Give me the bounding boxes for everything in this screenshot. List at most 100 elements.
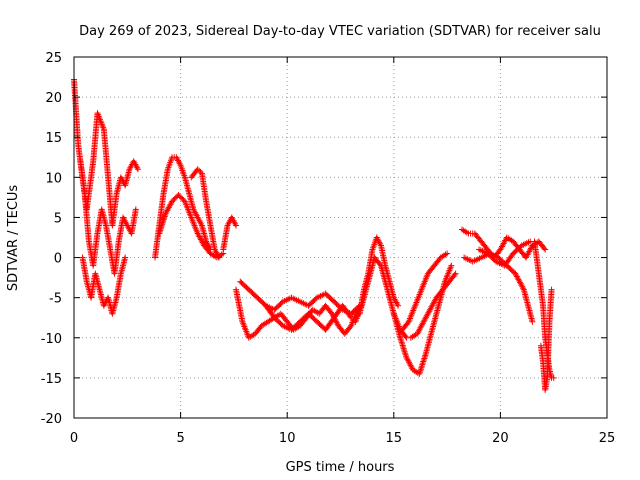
interpolated-markers [432, 255, 443, 268]
interpolated-markers [471, 255, 483, 264]
interpolated-markers [79, 256, 90, 283]
interpolated-markers [255, 295, 268, 308]
interpolated-markers [429, 304, 442, 332]
interpolated-markers [359, 280, 371, 308]
chart-title: Day 269 of 2023, Sidereal Day-to-day VTE… [79, 24, 601, 39]
interpolated-markers [176, 193, 187, 204]
interpolated-markers [220, 224, 231, 251]
interpolated-markers [95, 111, 107, 131]
interpolated-markers [281, 295, 293, 304]
interpolated-markers [412, 288, 424, 308]
interpolated-markers [229, 216, 239, 227]
interpolated-markers [391, 296, 401, 308]
interpolated-markers [440, 280, 452, 292]
interpolated-markers [182, 200, 194, 219]
interpolated-markers [156, 192, 167, 227]
interpolated-markers [520, 239, 532, 248]
data-point [542, 246, 549, 253]
y-tick-label: 25 [45, 51, 62, 66]
interpolated-markers [260, 319, 270, 328]
data-point [175, 191, 182, 198]
interpolated-markers [212, 248, 222, 259]
data-point [132, 206, 139, 213]
interpolated-markers [90, 111, 101, 163]
interpolated-markers [479, 239, 490, 252]
interpolated-markers [247, 331, 257, 340]
y-tick-label: 5 [54, 211, 62, 226]
interpolated-markers [427, 296, 439, 312]
interpolated-markers [404, 356, 416, 372]
interpolated-markers [378, 244, 388, 267]
interpolated-markers [101, 127, 111, 179]
y-tick-label: 20 [45, 91, 62, 106]
data-point [529, 318, 536, 325]
data-point [134, 166, 141, 173]
data-point [452, 270, 459, 277]
interpolated-markers [113, 272, 124, 300]
series-rise_16 [399, 250, 451, 333]
interpolated-markers [502, 251, 516, 268]
plot-frame [73, 56, 608, 419]
interpolated-markers [111, 240, 122, 275]
interpolated-markers [477, 247, 489, 256]
data-point [522, 254, 529, 261]
interpolated-markers [467, 230, 476, 237]
interpolated-markers [238, 279, 251, 292]
interpolated-markers [278, 312, 290, 324]
interpolated-markers [71, 78, 82, 147]
data-point [448, 262, 455, 269]
interpolated-markers [233, 288, 246, 324]
interpolated-markers [513, 272, 527, 292]
y-tick-label: -10 [41, 332, 62, 347]
series-late_c [476, 238, 534, 269]
interpolated-markers [411, 367, 421, 376]
interpolated-markers [505, 235, 515, 244]
interpolated-markers [253, 324, 264, 336]
interpolated-markers [485, 251, 498, 264]
interpolated-markers [306, 295, 319, 308]
interpolated-markers [442, 264, 454, 283]
interpolated-markers [240, 320, 252, 340]
interpolated-markers [90, 232, 101, 267]
y-tick-label: -5 [49, 292, 62, 307]
data-point [348, 314, 355, 321]
interpolated-markers [163, 199, 175, 215]
interpolated-markers [109, 192, 120, 227]
interpolated-markers [397, 336, 410, 360]
interpolated-markers [536, 239, 548, 252]
interpolated-markers [182, 175, 192, 195]
data-point [122, 254, 129, 261]
interpolated-markers [306, 311, 319, 324]
series-trough_c [262, 302, 355, 333]
series-peak_14b [352, 254, 410, 341]
interpolated-markers [372, 255, 383, 268]
interpolated-markers [196, 167, 204, 175]
data-point [215, 254, 222, 261]
interpolated-markers [416, 352, 429, 376]
interpolated-markers [531, 240, 542, 275]
interpolated-markers [199, 172, 209, 203]
interpolated-markers [174, 155, 183, 167]
data-point [395, 302, 402, 309]
interpolated-markers [165, 156, 175, 171]
interpolated-markers [203, 200, 214, 227]
interpolated-markers [439, 251, 449, 260]
interpolated-markers [263, 304, 277, 320]
interpolated-markers [323, 291, 336, 304]
x-tick-label: 15 [386, 431, 403, 446]
y-tick-label: -20 [41, 412, 62, 427]
interpolated-markers [202, 243, 213, 256]
y-tick-label: -15 [41, 372, 62, 387]
data-point [169, 198, 176, 205]
interpolated-markers [340, 304, 354, 320]
interpolated-markers [160, 167, 171, 195]
series-drop_22b [537, 286, 555, 393]
x-axis-label: GPS time / hours [286, 460, 395, 475]
y-tick-label: 0 [54, 252, 62, 267]
interpolated-markers [409, 331, 419, 340]
series-rise_16b [407, 270, 459, 341]
series-early_mid [77, 158, 139, 277]
interpolated-markers [419, 272, 431, 291]
interpolated-markers [323, 304, 334, 316]
interpolated-markers [323, 316, 337, 332]
